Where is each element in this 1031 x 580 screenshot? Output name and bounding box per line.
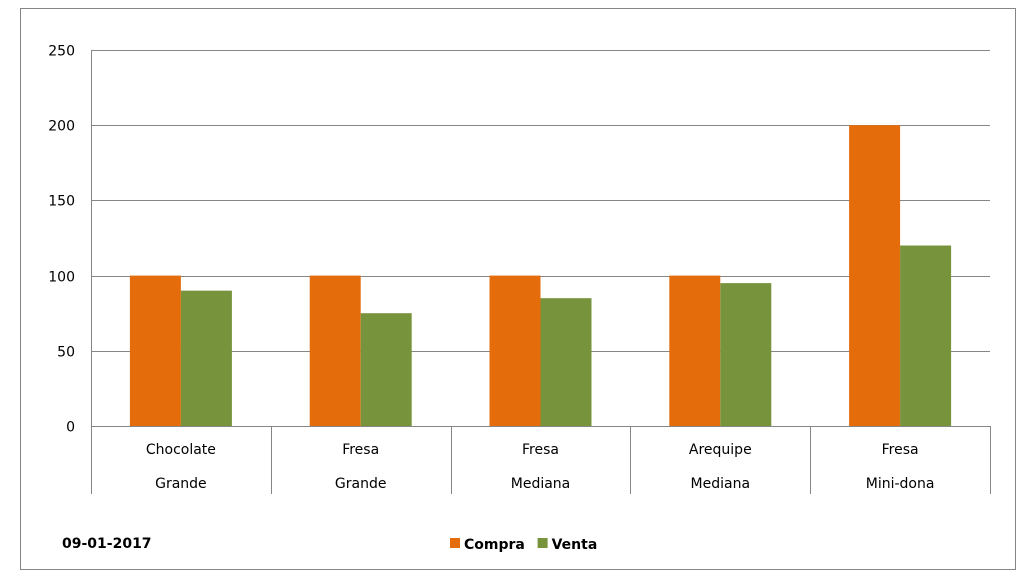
bar-compra (849, 125, 901, 426)
legend-label-venta: Venta (552, 537, 598, 553)
bar-compra (489, 275, 541, 426)
x-category-sublabel: Grande (335, 476, 387, 492)
y-tick-label: 250 (48, 44, 75, 60)
y-tick-label: 50 (57, 345, 75, 361)
x-category-label: Fresa (522, 442, 559, 458)
x-category-label: Chocolate (146, 442, 216, 458)
y-tick-label: 150 (48, 194, 75, 210)
bar-compra (309, 275, 361, 426)
y-tick-label: 100 (48, 270, 75, 286)
legend: Compra Venta (450, 537, 597, 553)
bar-venta (900, 245, 952, 426)
x-category-sublabel: Mediana (691, 476, 751, 492)
bar-compra (129, 275, 181, 426)
y-tick-label: 0 (66, 420, 75, 436)
bar-venta (540, 298, 592, 426)
bar-venta (180, 290, 232, 426)
bar-venta (360, 313, 412, 426)
x-category-sublabel: Grande (155, 476, 207, 492)
y-axis: 0 50 100 150 200 250 (48, 44, 92, 436)
bars (129, 125, 952, 426)
x-category-label: Fresa (882, 442, 919, 458)
legend-swatch-compra (450, 538, 460, 548)
x-axis: Chocolate Grande Fresa Grande Fresa Mediana Ar… (91, 426, 991, 494)
y-tick-label: 200 (48, 119, 75, 135)
date-annotation: 09-01-2017 (62, 536, 152, 552)
legend-label-compra: Compra (464, 537, 525, 553)
x-category-sublabel: Mediana (511, 476, 571, 492)
x-category-label: Arequipe (689, 442, 752, 458)
bar-compra (669, 275, 721, 426)
x-category-label: Fresa (342, 442, 379, 458)
x-category-sublabel: Mini-dona (866, 476, 935, 492)
bar-venta (720, 283, 772, 426)
legend-swatch-venta (537, 538, 548, 548)
